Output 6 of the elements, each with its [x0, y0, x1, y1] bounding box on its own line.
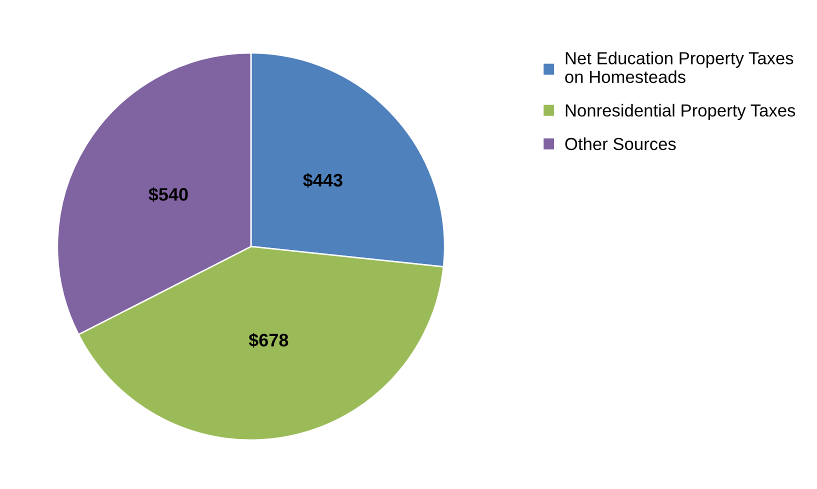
legend-label: Net Education Property Taxes on Homesteads	[565, 52, 794, 84]
data-label: $678	[248, 332, 288, 348]
legend-label: Other Sources	[565, 137, 676, 150]
data-label: $540	[148, 187, 188, 202]
legend-label: Nonresidential Property Taxes	[566, 104, 796, 120]
data-label: $443	[303, 173, 342, 188]
